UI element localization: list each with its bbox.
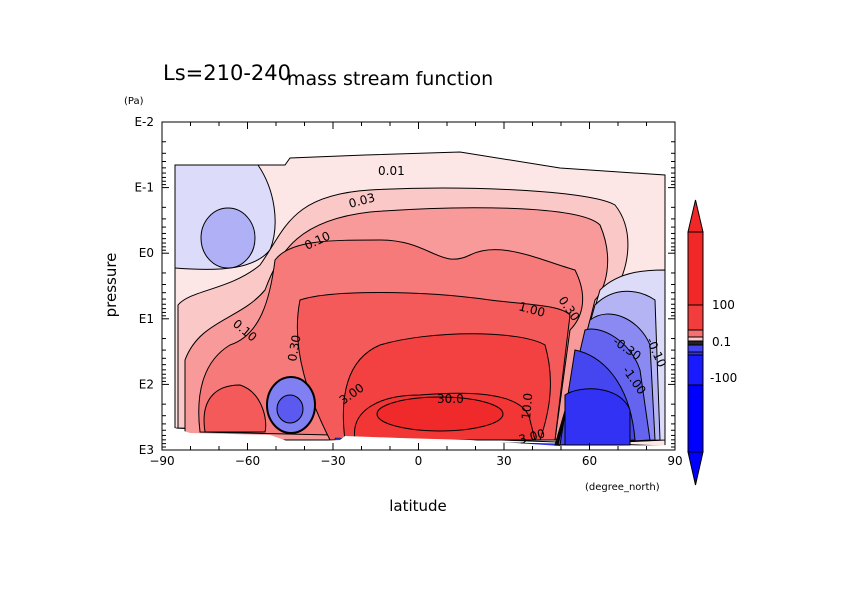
colorbar-tick-label: -100 (710, 371, 737, 385)
colorbar-tick-label: 100 (712, 298, 735, 312)
colorbar-segment (687, 329, 704, 338)
x-tick-label: 60 (582, 454, 597, 468)
colorbar-segment (687, 354, 704, 386)
x-tick-label: −60 (235, 454, 260, 468)
colorbar-segment (687, 304, 704, 331)
colorbar-segment (687, 384, 704, 453)
x-axis-label: latitude (389, 497, 447, 515)
x-tick-label: −30 (320, 454, 345, 468)
x-tick-label: 0 (415, 454, 423, 468)
y-tick-label: E3 (139, 443, 154, 457)
x-tick-label: −90 (149, 454, 174, 468)
colorbar-tick-label-zero-cluster: 0.1 (712, 335, 731, 349)
y-tick-label: E1 (139, 312, 154, 326)
colorbar-segment (687, 344, 704, 353)
chart-title: mass stream function (287, 68, 493, 90)
y-axis: E-2 E-1 E0 E1 E2 E3 (134, 115, 675, 457)
plot-area (161, 121, 676, 451)
y-tick-label: E0 (139, 246, 154, 260)
contour-neg-3.00-ne (564, 388, 631, 446)
contour-label: 3.00 (517, 426, 546, 446)
contour-label: 1.00 (517, 299, 546, 319)
contour-30.0 (376, 396, 504, 432)
colorbar (687, 199, 704, 486)
colorbar-segment (687, 336, 704, 342)
y-tick-label: E2 (139, 377, 154, 391)
x-tick-label: 90 (667, 454, 682, 468)
contour-label: 0.03 (347, 190, 376, 210)
x-unit: (degree_north) (585, 482, 660, 493)
x-tick-label: 30 (496, 454, 511, 468)
contour-neg-upper-left (200, 207, 256, 269)
contour-label: 30.0 (437, 392, 464, 406)
colorbar-top-arrow (687, 199, 704, 233)
y-tick-label: E-2 (134, 115, 154, 129)
x-axis: −90 −60 −30 0 30 60 90 (149, 122, 683, 468)
contour-1.00-left (203, 384, 267, 433)
y-tick-label: E-1 (134, 181, 154, 195)
contour-label: 0.30 (285, 334, 303, 363)
colorbar-segment (687, 231, 704, 306)
colorbar-bottom-arrow (687, 451, 704, 486)
contour-neg-sw-inner (276, 394, 304, 424)
contour-label: 0.01 (378, 164, 405, 178)
y-unit: (Pa) (124, 96, 144, 107)
contour-label: 10.0 (519, 392, 535, 420)
colorbar-segment (687, 340, 704, 346)
chart-subtitle: Ls=210-240 (163, 61, 291, 85)
missing-data-bottom (162, 428, 675, 450)
y-axis-label: pressure (102, 253, 120, 318)
